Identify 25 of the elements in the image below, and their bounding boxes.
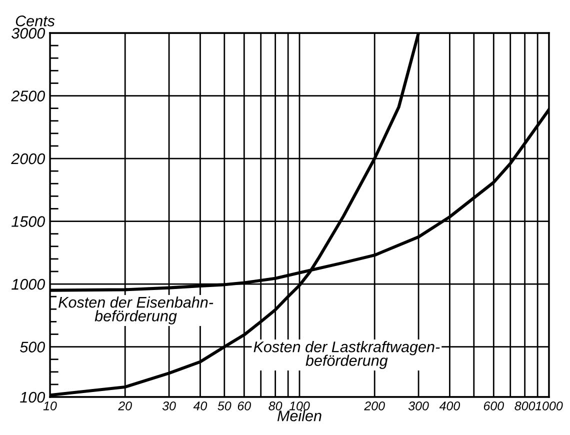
y-tick-label: 500 bbox=[20, 342, 46, 352]
y-tick-label: 2500 bbox=[11, 90, 46, 102]
x-tick-label: 60 bbox=[238, 401, 251, 410]
x-tick-label: 30 bbox=[162, 401, 176, 410]
y-tick-label: 2000 bbox=[11, 153, 46, 164]
annotation: Kosten der Lastkraftwagen- beförderung bbox=[254, 341, 440, 369]
y-tick-label: 1000 bbox=[12, 278, 46, 290]
x-tick-label: 100 bbox=[289, 401, 310, 410]
x-tick-label: 50 bbox=[218, 401, 232, 410]
x-tick-label: 1000 bbox=[535, 401, 563, 410]
x-tick-label: 300 bbox=[408, 401, 429, 410]
x-tick-label: 10 bbox=[43, 401, 57, 410]
x-tick-label: 80 bbox=[268, 401, 282, 410]
x-tick-label: 400 bbox=[439, 401, 460, 410]
x-tick-label: 200 bbox=[364, 401, 385, 410]
y-tick-label: 3000 bbox=[12, 28, 46, 39]
x-axis-title: Meilen bbox=[277, 410, 322, 422]
x-tick-label: 600 bbox=[484, 401, 504, 410]
x-tick-label: 800 bbox=[514, 401, 536, 410]
x-tick-label: 20 bbox=[118, 401, 132, 410]
y-tick-label: 1500 bbox=[12, 216, 46, 227]
y-axis-title: Cents bbox=[16, 16, 55, 26]
y-tick-label: 100 bbox=[20, 392, 46, 403]
annotation: Kosten der Eisenbahn- beförderung bbox=[58, 296, 214, 324]
x-tick-label: 40 bbox=[193, 401, 208, 410]
